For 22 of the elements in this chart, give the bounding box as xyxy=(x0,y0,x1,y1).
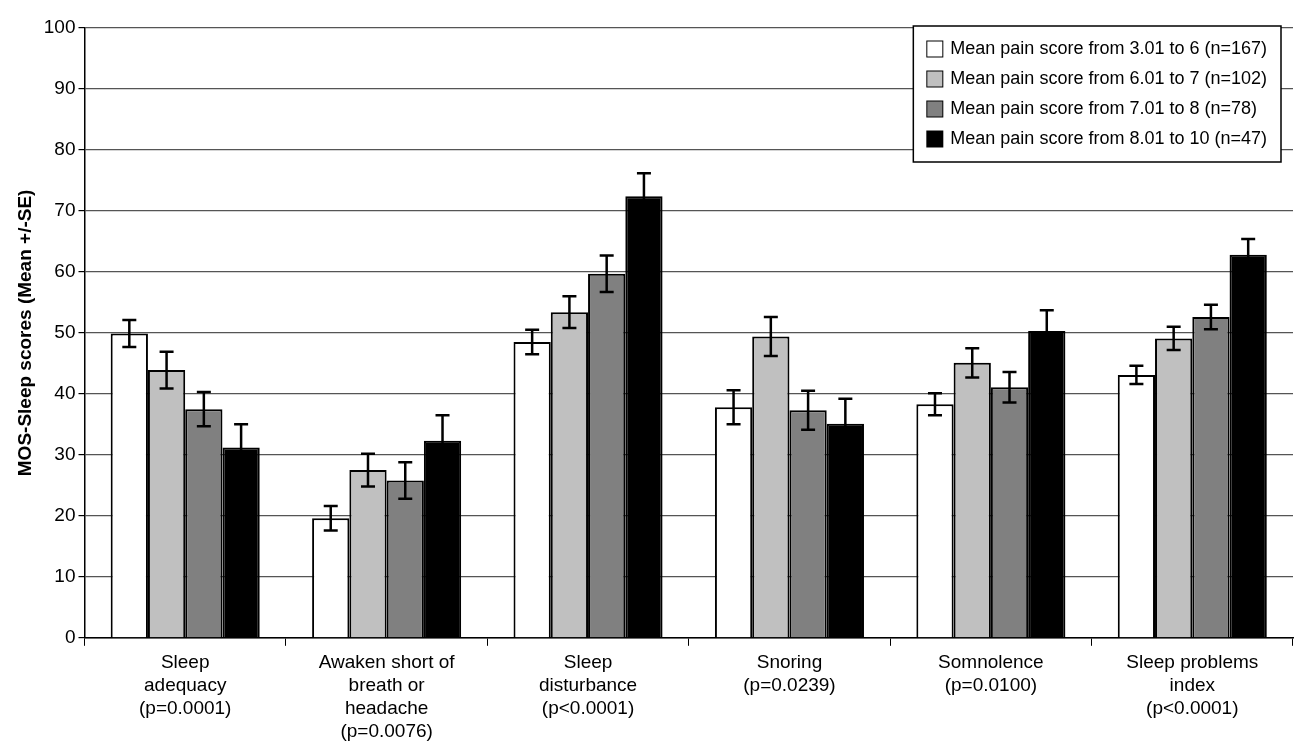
y-tick-label: 10 xyxy=(54,565,76,587)
y-tick-label: 30 xyxy=(54,443,76,465)
x-tick-label: Snoring (p=0.0239) xyxy=(743,651,836,696)
y-axis-title: MOS-Sleep scores (Mean +/-SE) xyxy=(13,189,35,477)
y-tick-label: 80 xyxy=(54,138,76,160)
legend-label: Mean pain score from 8.01 to 10 (n=47) xyxy=(950,127,1268,148)
y-tick-label: 60 xyxy=(54,260,76,282)
y-tick-label: 70 xyxy=(54,199,76,221)
x-tick-label: Awaken short of breath or headache (p=0.0076) xyxy=(318,651,456,741)
y-tick-label: 90 xyxy=(54,77,76,99)
y-tick-label: 0 xyxy=(64,626,76,648)
y-tick-label: 20 xyxy=(54,504,76,526)
legend-label: Mean pain score from 3.01 to 6 (n=167) xyxy=(950,37,1268,58)
x-tick-label: Sleep adequacy (p=0.0001) xyxy=(138,651,232,719)
legend-label: Mean pain score from 6.01 to 7 (n=102) xyxy=(950,67,1268,88)
y-tick-label: 100 xyxy=(43,16,76,38)
y-tick-label: 50 xyxy=(54,321,76,343)
y-tick-label: 40 xyxy=(54,382,76,404)
x-tick-label: Somnolence (p=0.0100) xyxy=(938,651,1044,696)
legend-label: Mean pain score from 7.01 to 8 (n=78) xyxy=(950,97,1257,118)
x-tick-label: Sleep disturbance (p<0.0001) xyxy=(538,651,638,719)
x-tick-label: Sleep problems index (p<0.0001) xyxy=(1126,651,1259,719)
